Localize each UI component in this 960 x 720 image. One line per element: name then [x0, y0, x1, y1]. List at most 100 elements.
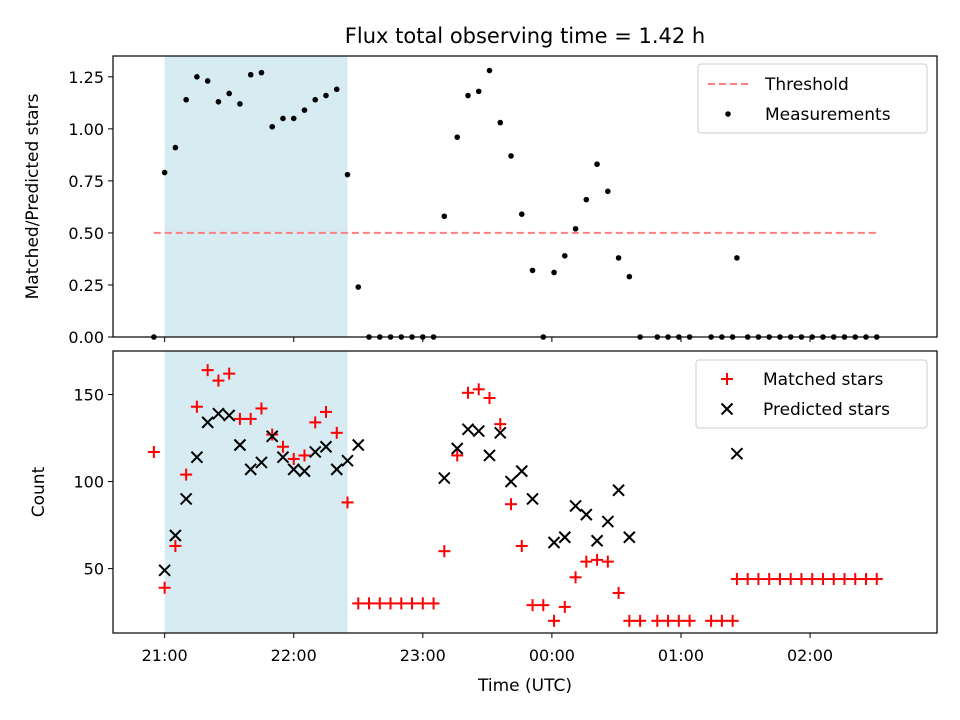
- cross-stroke-b: [547, 536, 561, 549]
- predicted-star-point: [451, 442, 464, 455]
- bottom-y-tick-label: 100: [73, 473, 104, 492]
- matched-star-point: [860, 573, 873, 586]
- measurement-point: [518, 211, 525, 217]
- measurement-point: [454, 134, 461, 140]
- measurement-point: [323, 92, 329, 99]
- matched-star-point: [472, 383, 485, 396]
- measurement-point: [280, 115, 286, 122]
- measurement-point: [161, 169, 168, 176]
- predicted-star-point: [319, 440, 333, 453]
- cross-stroke-b: [494, 426, 507, 440]
- measurement-point: [551, 269, 557, 276]
- top-legend-box: [697, 63, 928, 134]
- matched-star-point: [752, 573, 765, 586]
- top-y-tick-label: 0.75: [68, 172, 104, 191]
- cross-stroke-b: [720, 402, 734, 416]
- matched-star-point: [201, 364, 214, 377]
- cross-stroke-b: [255, 456, 268, 469]
- matched-star-point: [537, 599, 550, 612]
- matched-star-point: [741, 573, 754, 586]
- predicted-star-point: [276, 450, 290, 464]
- cross-stroke-b: [298, 464, 311, 478]
- matched-star-point: [827, 573, 840, 586]
- top-y-tick-label: 0.50: [68, 224, 104, 243]
- cross-stroke-b: [233, 438, 247, 452]
- predicted-star-point: [612, 484, 625, 497]
- x-tick-label: 01:00: [658, 646, 704, 665]
- predicted-star-point: [212, 407, 225, 420]
- bottom-x-ticks: 21:00 22:00 23:00 00:00 01:00 02:00: [142, 633, 833, 665]
- top-y-tick-label: 1.25: [68, 68, 104, 87]
- top-y-tick-label: 1.00: [68, 120, 104, 139]
- predicted-star-point: [623, 531, 636, 544]
- measurement-point: [237, 101, 243, 107]
- matched-star-point: [363, 597, 376, 610]
- predicted-star-point: [233, 438, 247, 452]
- measurement-point: [194, 74, 200, 80]
- matched-star-point: [726, 614, 739, 627]
- matched-star-point: [730, 573, 743, 586]
- bottom-y-axis-label: Count: [29, 466, 49, 517]
- cross-stroke-b: [309, 445, 322, 459]
- cross-stroke-b: [179, 492, 193, 506]
- legend-predicted-label: Predicted stars: [763, 400, 890, 420]
- matched-star-point: [233, 412, 246, 425]
- matched-star-point: [580, 555, 593, 568]
- top-axes-frame: [112, 55, 938, 338]
- predicted-star-point: [494, 426, 507, 440]
- measurement-point: [486, 67, 493, 74]
- measurement-point: [583, 196, 590, 203]
- cross-stroke-b: [569, 499, 582, 513]
- cross-stroke-b: [190, 450, 204, 464]
- legend-matched-swatch: [721, 373, 733, 385]
- measurement-point: [333, 86, 340, 93]
- predicted-star-point: [298, 464, 311, 478]
- matched-star-point: [244, 412, 257, 425]
- matched-star-point: [147, 445, 160, 458]
- top-y-axis-label: Matched/Predicted stars: [23, 93, 43, 299]
- predicted-star-point: [461, 423, 475, 436]
- measurement-point: [572, 225, 579, 232]
- cross-stroke-b: [438, 471, 451, 485]
- predicted-star-point: [169, 529, 182, 542]
- measurement-point: [605, 188, 611, 195]
- legend-measurements-swatch: [725, 111, 731, 117]
- measurement-point: [441, 213, 448, 220]
- matched-star-point: [352, 597, 365, 610]
- measurement-point: [465, 92, 471, 99]
- cross-stroke-b: [483, 449, 496, 462]
- cross-stroke-b: [515, 464, 528, 478]
- matched-star-point: [373, 597, 386, 610]
- matched-stars-points: [147, 364, 883, 627]
- cross-stroke-b: [169, 529, 182, 542]
- measurement-point: [615, 255, 622, 261]
- predicted-star-point: [515, 464, 528, 478]
- matched-star-point: [438, 545, 451, 558]
- cross-stroke-b: [352, 438, 365, 452]
- matched-star-point: [384, 597, 397, 610]
- matched-star-point: [190, 400, 203, 413]
- matched-star-point: [548, 614, 561, 627]
- matched-star-point: [763, 573, 776, 586]
- matched-star-point: [612, 586, 625, 599]
- measurement-points: [151, 67, 880, 340]
- top-y-tick-label: 0.25: [68, 276, 104, 295]
- cross-stroke-b: [730, 447, 744, 460]
- measurement-point: [172, 144, 179, 151]
- predicted-star-point: [580, 508, 593, 521]
- cross-stroke-b: [330, 463, 343, 476]
- measurement-point: [258, 69, 265, 76]
- observing-window-shade-bottom: [164, 351, 348, 633]
- matched-star-point: [773, 573, 786, 586]
- predicted-star-point: [158, 564, 171, 577]
- matched-star-point: [870, 573, 883, 586]
- x-axis-label: Time (UTC): [477, 676, 572, 696]
- top-panel: 0.00 0.25 0.50 0.75 1.00 1.25 Matched/Predict…: [23, 55, 938, 347]
- predicted-star-point: [244, 463, 257, 476]
- measurement-point: [344, 171, 351, 178]
- measurement-point: [475, 88, 482, 95]
- bottom-y-ticks: 50 100 150: [73, 386, 113, 579]
- measurement-point: [290, 115, 297, 122]
- measurement-point: [355, 284, 362, 290]
